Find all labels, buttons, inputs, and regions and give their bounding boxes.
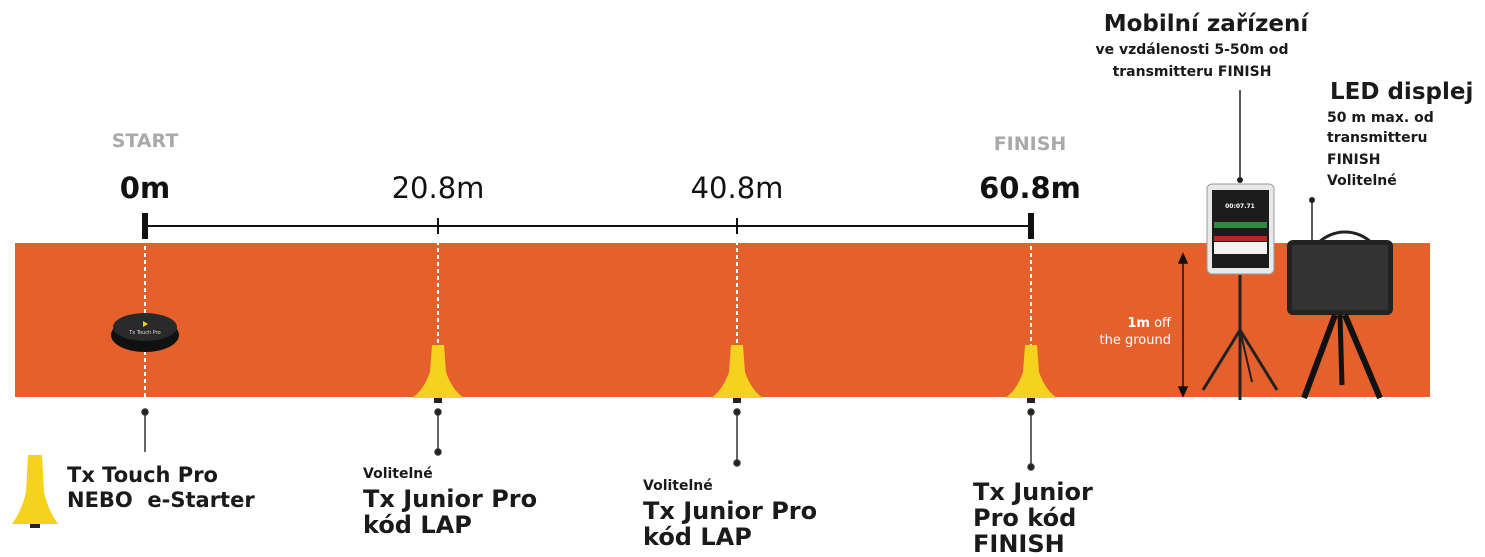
height-value: 1m [1127, 316, 1150, 331]
device-label: FINISH [973, 530, 1065, 557]
dot [435, 449, 441, 455]
device-label: Pro kód [973, 504, 1076, 532]
height-text: off [1154, 316, 1172, 331]
distance-label: 40.8m [691, 171, 784, 205]
device-label: NEBO e-Starter [67, 488, 255, 512]
device-label: Tx Junior Pro [643, 497, 817, 525]
dot [1028, 409, 1034, 415]
finish-label: FINISH [994, 133, 1067, 155]
device-note: Volitelné [363, 466, 433, 482]
puck-label: Tx Touch Pro [128, 330, 160, 336]
cone-foot [733, 398, 741, 403]
led-line: 50 m max. od [1327, 110, 1434, 126]
dot [435, 409, 441, 415]
height-note: 1m off [1127, 316, 1172, 331]
dot [734, 460, 740, 466]
mobile-line: ve vzdálenosti 5-50m od [1096, 42, 1289, 58]
device-note: Volitelné [643, 478, 713, 494]
device-label: kód LAP [643, 523, 752, 551]
cone-foot [1027, 398, 1035, 403]
device-label: Tx Touch Pro [67, 463, 218, 487]
dot [734, 409, 740, 415]
diagram: START FINISH 0m 20.8m 40.8m 60.8m Tx Tou… [0, 0, 1485, 557]
led-line: transmitteru [1327, 130, 1427, 146]
height-note-line2: the ground [1100, 333, 1171, 348]
tick-finish [1028, 213, 1034, 239]
device-label: Tx Junior [973, 478, 1093, 506]
page: Diagram html, body { margin: 0; padding:… [0, 0, 1485, 557]
distance-label: 20.8m [392, 171, 485, 205]
body: { "track": { "start_label": "START", "fi… [0, 0, 1485, 557]
distance-label: 0m [120, 171, 170, 205]
mobile-title: Mobilní zařízení [1104, 11, 1310, 37]
dot [1028, 464, 1034, 470]
device-label: kód LAP [363, 511, 472, 539]
mobile-line: transmitteru FINISH [1113, 64, 1272, 80]
connectors [142, 409, 1034, 470]
device-label: Tx Junior Pro [363, 485, 537, 513]
led-line: Volitelné [1327, 173, 1397, 189]
start-label: START [112, 130, 179, 152]
led-title: LED displej [1330, 79, 1473, 105]
tick-start [142, 213, 148, 239]
distance-label: 60.8m [979, 171, 1081, 205]
e-starter-icon [12, 455, 58, 528]
dot [142, 409, 148, 415]
cone-feet [434, 398, 1035, 403]
tablet-time: 00:07.71 [1225, 203, 1255, 210]
puck: Tx Touch Pro [111, 313, 179, 352]
cone-foot [434, 398, 442, 403]
led-line: FINISH [1327, 152, 1381, 168]
